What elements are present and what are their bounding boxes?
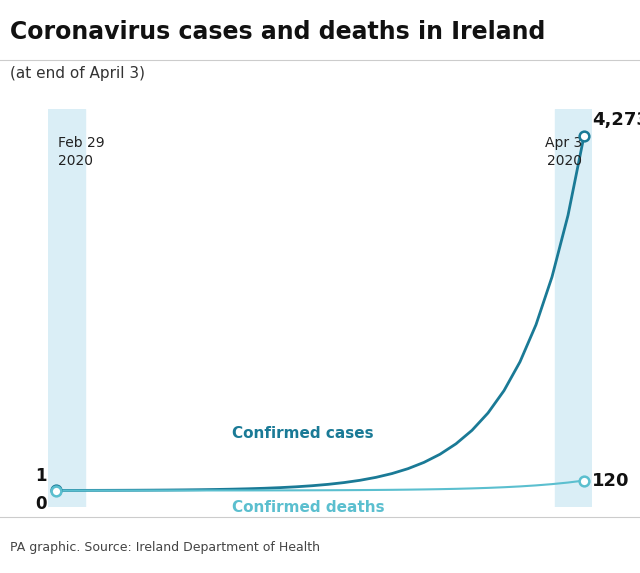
Bar xyxy=(556,109,592,507)
Text: Apr 3
2020: Apr 3 2020 xyxy=(545,136,582,168)
Text: Confirmed cases: Confirmed cases xyxy=(232,426,374,441)
Text: PA graphic. Source: Ireland Department of Health: PA graphic. Source: Ireland Department o… xyxy=(10,541,319,554)
Text: 0: 0 xyxy=(35,496,46,513)
Text: 1: 1 xyxy=(35,468,46,485)
Text: (at end of April 3): (at end of April 3) xyxy=(10,66,145,81)
Bar xyxy=(48,109,84,507)
Text: Confirmed deaths: Confirmed deaths xyxy=(232,500,385,515)
Text: 4,273: 4,273 xyxy=(592,111,640,129)
Text: 120: 120 xyxy=(592,472,630,489)
Text: Coronavirus cases and deaths in Ireland: Coronavirus cases and deaths in Ireland xyxy=(10,20,545,44)
Text: Feb 29
2020: Feb 29 2020 xyxy=(58,136,104,168)
